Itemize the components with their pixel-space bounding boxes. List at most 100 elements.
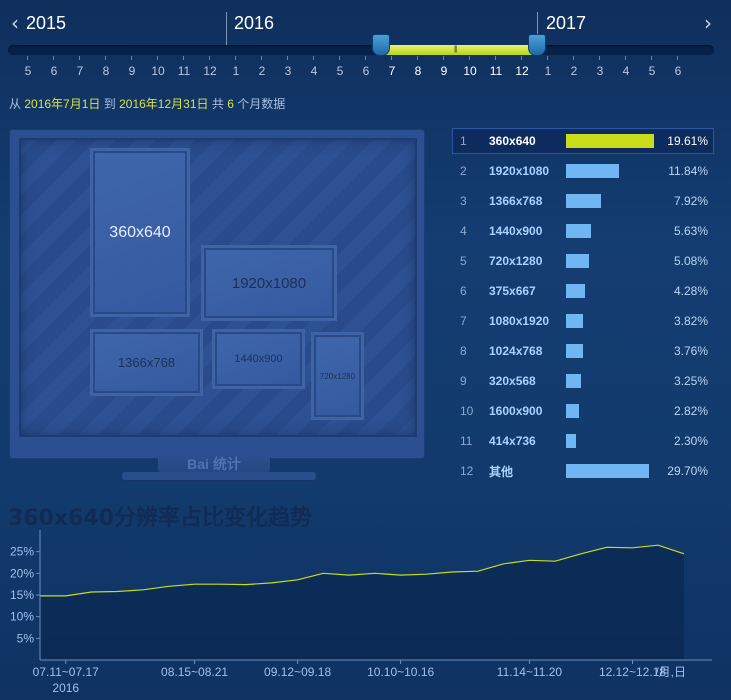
rank-row[interactable]: 8 1024x768 3.76% — [460, 344, 708, 358]
trend-chart: 5% 10% 15% 20% 25% 07.11~07.17 08.15~08.21 09.1… — [10, 530, 712, 695]
chevron-left-icon[interactable]: ‹ — [11, 11, 19, 35]
trend-point — [425, 573, 428, 576]
monitor-illustration: 360x640 1920x1080 1366x768 1440x900 720x… — [10, 130, 424, 458]
month-tick[interactable]: 6 — [665, 56, 691, 78]
rank-row[interactable]: 5 720x1280 5.08% — [460, 254, 708, 268]
rank-row[interactable]: 7 1080x1920 3.82% — [460, 314, 708, 328]
month-tick[interactable]: 12 — [197, 56, 223, 78]
y-tick-label: 20% — [10, 566, 34, 580]
month-tick[interactable]: 9 — [431, 56, 457, 78]
monitor-screen: 360x640 1920x1080 1366x768 1440x900 720x… — [19, 138, 417, 437]
trend-point — [193, 583, 196, 586]
range-month-count: 6 — [227, 97, 234, 111]
rank-bar — [566, 464, 649, 478]
trend-point — [167, 585, 170, 588]
month-tick[interactable]: 11 — [483, 56, 509, 78]
rank-bar — [566, 284, 585, 298]
month-tick[interactable]: 10 — [457, 56, 483, 78]
rank-bar — [566, 194, 601, 208]
month-tick[interactable]: 5 — [15, 56, 41, 78]
month-tick[interactable]: 9 — [119, 56, 145, 78]
chevron-right-icon[interactable]: › — [704, 11, 712, 35]
rank-row[interactable]: 3 1366x768 7.92% — [460, 194, 708, 208]
trend-point — [554, 560, 557, 563]
rank-bar — [566, 344, 583, 358]
year-divider — [226, 12, 227, 46]
month-tick[interactable]: 4 — [301, 56, 327, 78]
timeline-selected-range[interactable] — [381, 45, 537, 55]
x-tick-label: 07.11~07.17 — [33, 665, 100, 679]
trend-point — [373, 572, 376, 575]
month-tick[interactable]: 6 — [41, 56, 67, 78]
rank-row[interactable]: 9 320x568 3.25% — [460, 374, 708, 388]
resolution-box-3[interactable]: 1366x768 — [93, 332, 200, 393]
trend-point — [502, 562, 505, 565]
month-tick[interactable]: 7 — [379, 56, 405, 78]
range-start-date: 2016年7月1日 — [24, 97, 101, 111]
resolution-box-2[interactable]: 1920x1080 — [204, 248, 334, 318]
trend-point — [270, 581, 273, 584]
trend-point — [116, 590, 119, 593]
rank-row[interactable]: 2 1920x1080 11.84% — [460, 164, 708, 178]
x-tick-label: 12.12~12.18 — [599, 665, 666, 679]
year-label-2016: 2016 — [234, 13, 275, 33]
rank-bar — [566, 254, 589, 268]
resolution-box-1[interactable]: 360x640 — [93, 151, 187, 314]
trend-point — [657, 544, 660, 547]
month-tick[interactable]: 5 — [327, 56, 353, 78]
rank-row[interactable]: 6 375x667 4.28% — [460, 284, 708, 298]
timeline-slider-track[interactable] — [8, 45, 714, 55]
month-tick[interactable]: 7 — [67, 56, 93, 78]
y-tick-label: 25% — [10, 545, 34, 559]
month-tick[interactable]: 5 — [639, 56, 665, 78]
x-unit-label: /月,日 — [655, 665, 686, 679]
rank-bar — [566, 164, 619, 178]
month-tick[interactable]: 6 — [353, 56, 379, 78]
rank-bar — [566, 374, 581, 388]
rank-row[interactable]: 11 414x736 2.30% — [460, 434, 708, 448]
resolution-box-4[interactable]: 1440x900 — [215, 332, 302, 386]
trend-point — [64, 594, 67, 597]
month-tick[interactable]: 12 — [509, 56, 535, 78]
y-tick-label: 5% — [17, 631, 35, 645]
rank-row[interactable]: 4 1440x900 5.63% — [460, 224, 708, 238]
month-tick[interactable]: 1 — [535, 56, 561, 78]
rank-bar — [566, 134, 654, 148]
trend-point — [451, 570, 454, 573]
range-start-handle[interactable] — [372, 34, 390, 56]
trend-point — [605, 546, 608, 549]
rank-row[interactable]: 12 其他 29.70% — [460, 464, 708, 479]
trend-point — [219, 583, 222, 586]
rank-row[interactable]: 1 360x640 19.61% — [452, 128, 714, 154]
trend-point — [528, 559, 531, 562]
resolution-box-5[interactable]: 720x1280 — [314, 335, 361, 417]
month-tick[interactable]: 10 — [145, 56, 171, 78]
trend-point — [296, 578, 299, 581]
trend-point — [682, 552, 685, 555]
month-tick[interactable]: 2 — [249, 56, 275, 78]
month-tick[interactable]: 2 — [561, 56, 587, 78]
range-end-handle[interactable] — [528, 34, 546, 56]
trend-point — [322, 572, 325, 575]
monitor-stand — [122, 472, 316, 480]
timeline-header: ‹ 2015 2016 2017 › — [0, 0, 731, 46]
month-tick[interactable]: 1 — [223, 56, 249, 78]
x-tick-label: 11.14~11.20 — [497, 665, 563, 679]
month-tick[interactable]: 8 — [405, 56, 431, 78]
month-tick[interactable]: 11 — [171, 56, 197, 78]
x-tick-label: 08.15~08.21 — [161, 665, 228, 679]
month-tick[interactable]: 3 — [275, 56, 301, 78]
rank-row[interactable]: 10 1600x900 2.82% — [460, 404, 708, 418]
month-tick[interactable]: 4 — [613, 56, 639, 78]
trend-point — [631, 546, 634, 549]
trend-line — [40, 544, 685, 597]
month-tick[interactable]: 3 — [587, 56, 613, 78]
y-tick-label: 15% — [10, 588, 34, 602]
rank-bar — [566, 224, 591, 238]
trend-point — [348, 574, 351, 577]
month-ticks: 5 6 7 8 9 10 11 12 1 2 3 4 5 6 7 8 9 10 … — [0, 56, 731, 80]
month-tick[interactable]: 8 — [93, 56, 119, 78]
trend-title: 360x640分辨率占比变化趋势 — [8, 506, 313, 531]
x-year-label: 2016 — [52, 681, 79, 695]
trend-point — [141, 588, 144, 591]
